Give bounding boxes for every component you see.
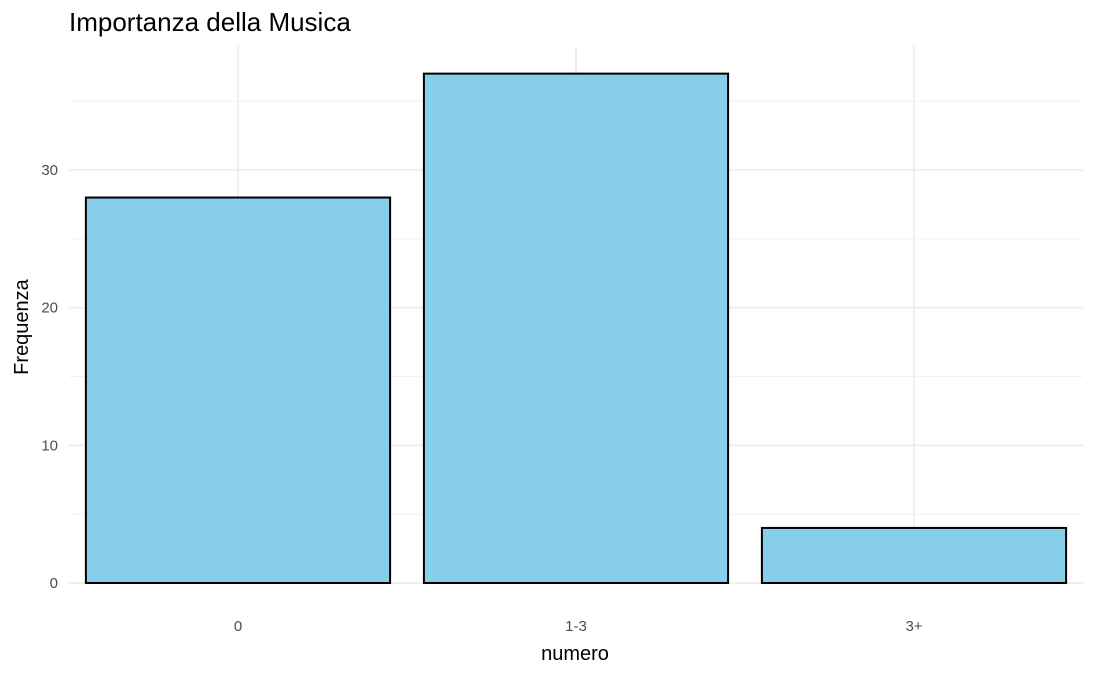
bar-0 bbox=[84, 196, 392, 585]
bars bbox=[84, 72, 1068, 585]
y-axis-ticks: 0 10 20 30 bbox=[41, 162, 58, 592]
y-tick-label: 10 bbox=[41, 437, 58, 454]
y-tick-label: 0 bbox=[50, 575, 58, 592]
chart-title: Importanza della Musica bbox=[69, 7, 351, 37]
bar-3+ bbox=[760, 526, 1068, 585]
y-tick-label: 20 bbox=[41, 300, 58, 317]
x-tick-label: 0 bbox=[234, 618, 242, 635]
x-axis-ticks: 0 1-3 3+ bbox=[234, 618, 923, 635]
x-axis-title: numero bbox=[541, 643, 609, 665]
y-axis-title: Frequenza bbox=[11, 278, 33, 374]
x-tick-label: 1-3 bbox=[565, 618, 587, 635]
y-tick-label: 30 bbox=[41, 162, 58, 179]
x-tick-label: 3+ bbox=[905, 618, 922, 635]
bar-1-3 bbox=[422, 72, 730, 584]
